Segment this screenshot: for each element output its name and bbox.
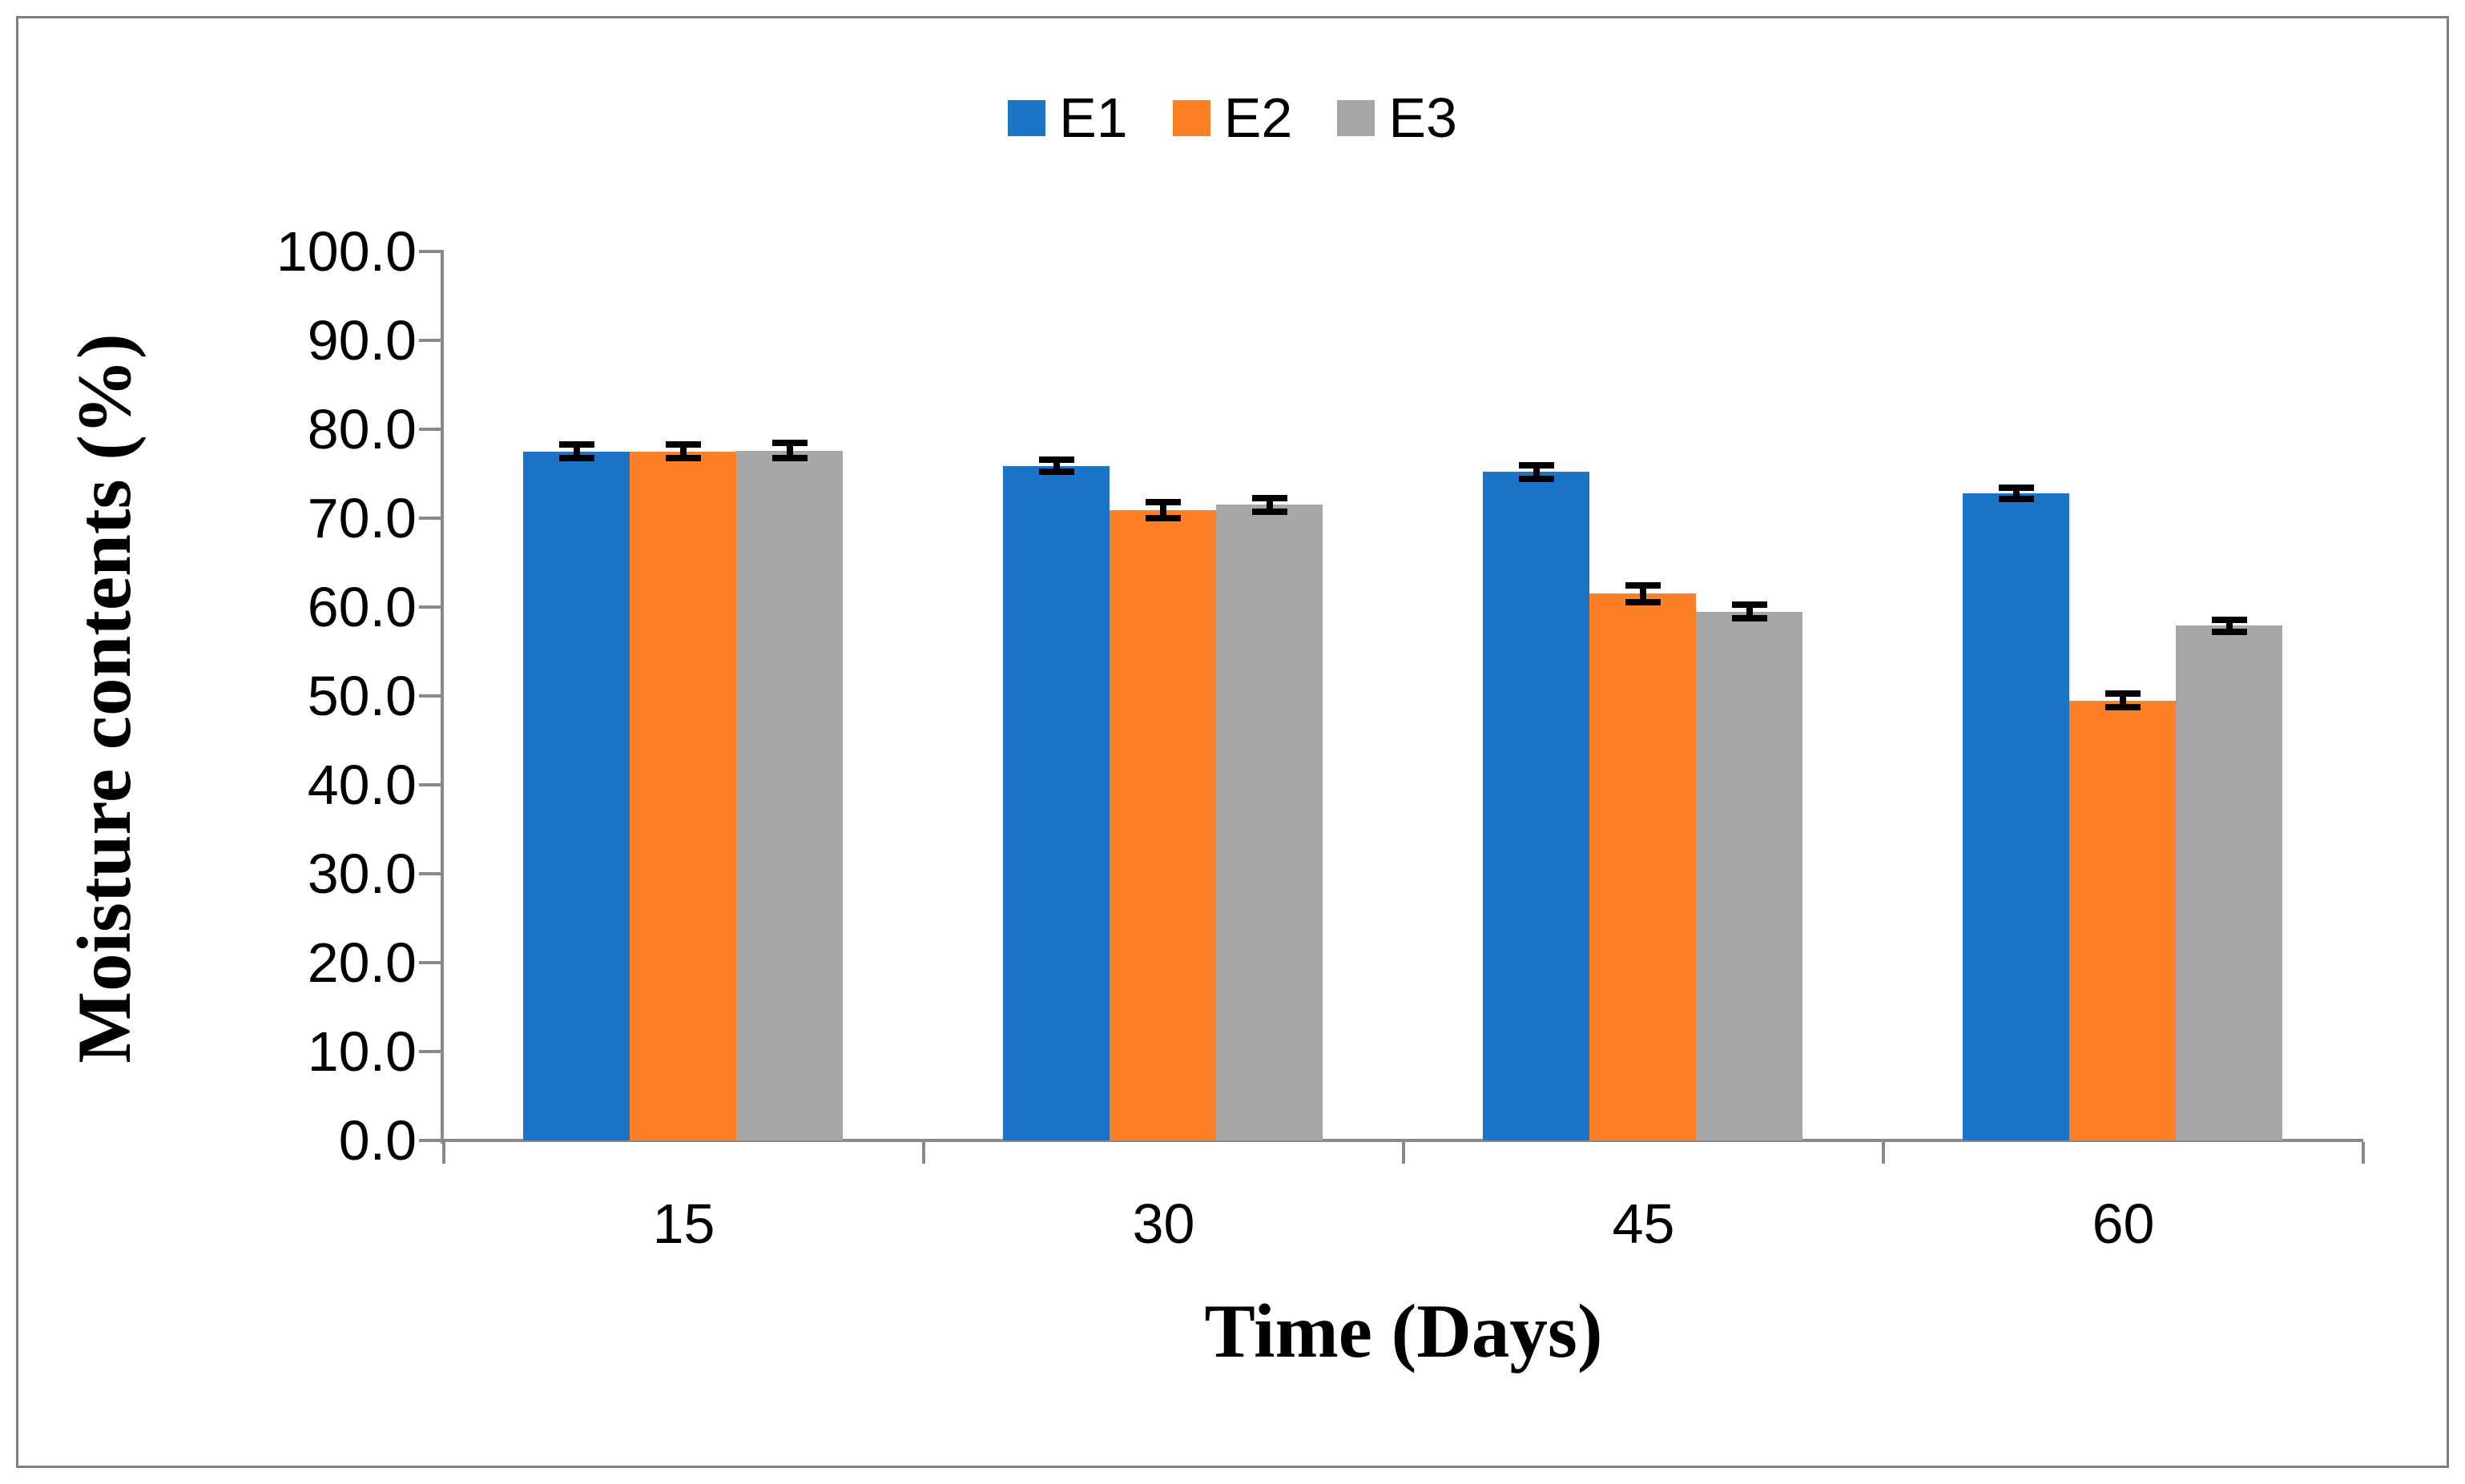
y-tick-label: 60.0: [307, 576, 417, 638]
x-tick-label: 60: [2092, 1192, 2155, 1255]
error-bar-cap-top-E1-45: [1518, 461, 1554, 469]
bar-E3-15: [736, 450, 843, 1140]
error-bar-cap-top-E3-30: [1251, 494, 1287, 501]
bar-E1-15: [523, 451, 630, 1140]
bar-E2-15: [630, 451, 736, 1140]
error-bar-cap-top-E1-15: [558, 441, 594, 448]
y-tick-label: 0.0: [338, 1109, 417, 1172]
bar-E2-60: [2069, 700, 2176, 1140]
y-tick: [419, 872, 441, 875]
x-tick: [1882, 1142, 1885, 1164]
legend-item-e2: E2: [1172, 86, 1293, 149]
error-bar-cap-bottom-E3-30: [1251, 508, 1287, 515]
legend-swatch-e2: [1172, 99, 1210, 136]
legend-swatch-e3: [1337, 99, 1375, 136]
error-bar-cap-top-E3-45: [1731, 601, 1767, 609]
y-tick-label: 30.0: [307, 843, 417, 905]
error-bar-stem-E2-30: [1159, 505, 1166, 515]
error-bar-cap-bottom-E2-15: [665, 455, 701, 462]
legend: E1 E2 E3: [0, 90, 2465, 146]
y-tick-label: 50.0: [307, 665, 417, 727]
y-tick: [419, 783, 441, 786]
legend-item-e1: E1: [1008, 90, 1128, 146]
legend-label-e3: E3: [1388, 86, 1457, 149]
y-tick-label: 10.0: [307, 1020, 417, 1083]
error-bar-stem-E1-15: [573, 448, 580, 456]
error-bar-cap-bottom-E2-60: [2105, 703, 2141, 710]
error-bar-cap-bottom-E2-45: [1625, 599, 1661, 605]
y-tick: [419, 517, 441, 520]
bar-E1-30: [1003, 465, 1110, 1140]
x-tick-label: 30: [1132, 1192, 1195, 1255]
error-bar-stem-E1-60: [2012, 490, 2020, 497]
error-bar-cap-bottom-E2-30: [1145, 514, 1181, 521]
error-bar-stem-E2-45: [1639, 588, 1646, 599]
error-bar-stem-E3-45: [1746, 608, 1753, 615]
error-bar-stem-E3-60: [2225, 622, 2233, 629]
error-bar-cap-bottom-E1-30: [1038, 468, 1074, 475]
x-axis-title: Time (Days): [1204, 1289, 1603, 1373]
bar-E1-60: [1963, 493, 2069, 1140]
error-bar-cap-top-E2-30: [1145, 499, 1181, 506]
bar-E2-45: [1589, 593, 1696, 1140]
y-tick-label: 100.0: [276, 220, 417, 283]
error-bar-stem-E3-30: [1266, 501, 1273, 509]
error-bar-cap-top-E2-45: [1625, 581, 1661, 589]
x-tick: [2362, 1142, 2365, 1164]
legend-label-e2: E2: [1223, 86, 1293, 149]
error-bar-cap-top-E1-60: [1998, 484, 2034, 491]
x-tick-label: 45: [1612, 1192, 1675, 1255]
error-bar-stem-E3-15: [786, 446, 793, 456]
y-tick: [419, 961, 441, 964]
y-tick-label: 90.0: [307, 309, 417, 372]
bar-E2-30: [1110, 510, 1216, 1140]
error-bar-cap-bottom-E3-15: [771, 455, 808, 462]
y-tick: [419, 250, 441, 253]
error-bar-cap-top-E1-30: [1038, 456, 1074, 464]
y-tick-label: 40.0: [307, 754, 417, 816]
error-bar-cap-top-E2-60: [2105, 690, 2141, 698]
y-tick: [419, 694, 441, 698]
error-bar-cap-top-E3-60: [2211, 616, 2247, 623]
legend-swatch-e1: [1008, 99, 1046, 136]
y-tick-label: 70.0: [307, 487, 417, 549]
x-tick-label: 15: [652, 1192, 715, 1255]
error-bar-stem-E2-60: [2119, 697, 2126, 704]
x-tick: [922, 1142, 925, 1164]
x-tick: [442, 1142, 445, 1164]
error-bar-stem-E2-15: [679, 448, 687, 456]
y-tick: [419, 605, 441, 609]
y-tick-label: 20.0: [307, 931, 417, 994]
x-tick: [1402, 1142, 1405, 1164]
bar-E3-60: [2176, 625, 2282, 1140]
error-bar-cap-bottom-E1-45: [1518, 475, 1554, 482]
y-tick: [419, 1139, 441, 1142]
error-bar-cap-bottom-E1-60: [1998, 496, 2034, 503]
y-axis-line: [441, 250, 444, 1144]
error-bar-stem-E1-30: [1053, 463, 1060, 469]
legend-item-e3: E3: [1337, 90, 1457, 146]
error-bar-cap-top-E2-15: [665, 441, 701, 448]
y-tick: [419, 339, 441, 342]
y-tick: [419, 1050, 441, 1053]
error-bar-stem-E1-45: [1533, 468, 1540, 476]
bar-E3-45: [1696, 611, 1802, 1140]
legend-label-e1: E1: [1059, 86, 1128, 149]
y-axis-title: Moisture contents (%): [62, 333, 147, 1064]
bar-E1-45: [1483, 472, 1589, 1140]
y-tick-label: 80.0: [307, 398, 417, 460]
error-bar-cap-bottom-E3-60: [2211, 628, 2247, 635]
x-axis-line: [444, 1139, 2363, 1142]
bar-E3-30: [1216, 505, 1323, 1140]
error-bar-cap-bottom-E1-15: [558, 455, 594, 462]
error-bar-cap-bottom-E3-45: [1731, 614, 1767, 621]
chart-border: [16, 16, 2449, 1468]
y-tick: [419, 428, 441, 431]
error-bar-cap-top-E3-15: [771, 440, 808, 447]
